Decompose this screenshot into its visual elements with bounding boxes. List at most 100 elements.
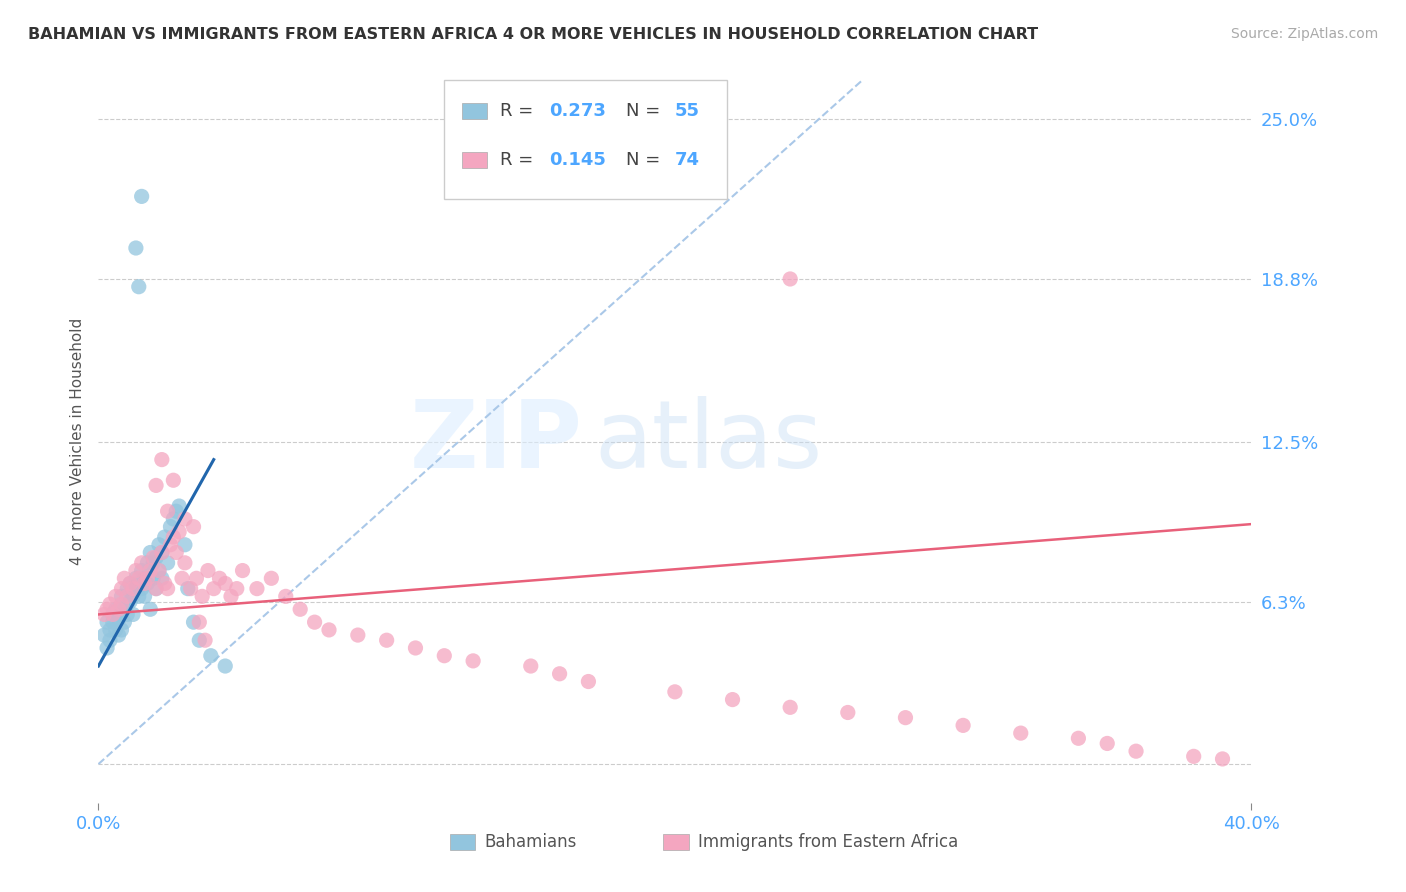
Point [214, 659, 236, 673]
Point [120, 576, 142, 591]
Point [101, 607, 124, 622]
Point [219, 590, 242, 604]
Point [98, 597, 121, 611]
Point [375, 633, 398, 648]
Point [174, 512, 197, 526]
Point [139, 545, 162, 559]
Point [142, 571, 165, 585]
Point [162, 473, 184, 487]
Point [721, 692, 744, 706]
Point [174, 538, 197, 552]
Point [165, 545, 187, 559]
Text: R =: R = [499, 103, 538, 120]
Point [1010, 726, 1032, 740]
Point [304, 615, 326, 630]
Point [117, 590, 139, 604]
Point [150, 545, 173, 559]
Point [96, 615, 118, 630]
Point [142, 556, 165, 570]
Point [112, 602, 135, 616]
Point [274, 590, 297, 604]
Point [664, 685, 686, 699]
Text: 0.273: 0.273 [550, 103, 606, 120]
Point [779, 700, 801, 714]
Point [156, 582, 179, 596]
Point [183, 519, 205, 533]
Point [136, 571, 159, 585]
Point [125, 571, 148, 585]
Point [101, 615, 124, 630]
Point [98, 633, 121, 648]
Point [167, 524, 190, 539]
Point [174, 556, 197, 570]
Point [779, 272, 801, 286]
Point [128, 571, 150, 585]
Point [125, 582, 148, 596]
Point [231, 564, 254, 578]
Point [159, 519, 181, 533]
Point [153, 530, 176, 544]
Point [290, 602, 312, 616]
Point [260, 571, 283, 585]
Point [96, 602, 118, 616]
Point [1212, 752, 1234, 766]
Point [117, 597, 139, 611]
Text: Immigrants from Eastern Africa: Immigrants from Eastern Africa [697, 833, 957, 851]
Point [134, 576, 156, 591]
Point [167, 499, 190, 513]
Point [120, 576, 142, 591]
Point [110, 607, 132, 622]
Point [165, 504, 187, 518]
Point [134, 590, 156, 604]
Point [1097, 736, 1119, 750]
Point [142, 550, 165, 565]
Point [1067, 731, 1090, 746]
Point [128, 590, 150, 604]
Point [104, 590, 127, 604]
Y-axis label: 4 or more Vehicles in Household: 4 or more Vehicles in Household [69, 318, 84, 566]
Point [150, 545, 173, 559]
Text: ZIP: ZIP [409, 395, 582, 488]
Point [837, 706, 859, 720]
Point [214, 576, 236, 591]
Point [346, 628, 368, 642]
Point [225, 582, 247, 596]
Bar [461, 103, 486, 120]
Point [145, 582, 167, 596]
Point [153, 576, 176, 591]
Point [159, 538, 181, 552]
Text: N =: N = [627, 151, 666, 169]
Point [93, 628, 115, 642]
Point [150, 571, 173, 585]
Text: 55: 55 [675, 103, 700, 120]
Point [162, 530, 184, 544]
Point [139, 602, 162, 616]
Point [131, 582, 153, 596]
Point [145, 582, 167, 596]
FancyBboxPatch shape [444, 80, 727, 200]
Point [461, 654, 484, 668]
Text: Source: ZipAtlas.com: Source: ZipAtlas.com [1230, 27, 1378, 41]
Point [183, 615, 205, 630]
Point [194, 633, 217, 648]
Point [96, 640, 118, 655]
Point [122, 582, 145, 596]
Point [148, 564, 170, 578]
Text: atlas: atlas [595, 395, 823, 488]
Point [200, 648, 222, 663]
Text: 74: 74 [675, 151, 700, 169]
Point [93, 607, 115, 622]
Point [125, 241, 148, 255]
Point [110, 582, 132, 596]
Point [107, 628, 129, 642]
Point [433, 648, 456, 663]
Point [128, 576, 150, 591]
Point [180, 582, 202, 596]
Point [120, 594, 142, 608]
Point [156, 504, 179, 518]
Point [104, 602, 127, 616]
Point [191, 590, 214, 604]
Point [136, 556, 159, 570]
Point [110, 623, 132, 637]
Point [405, 640, 427, 655]
